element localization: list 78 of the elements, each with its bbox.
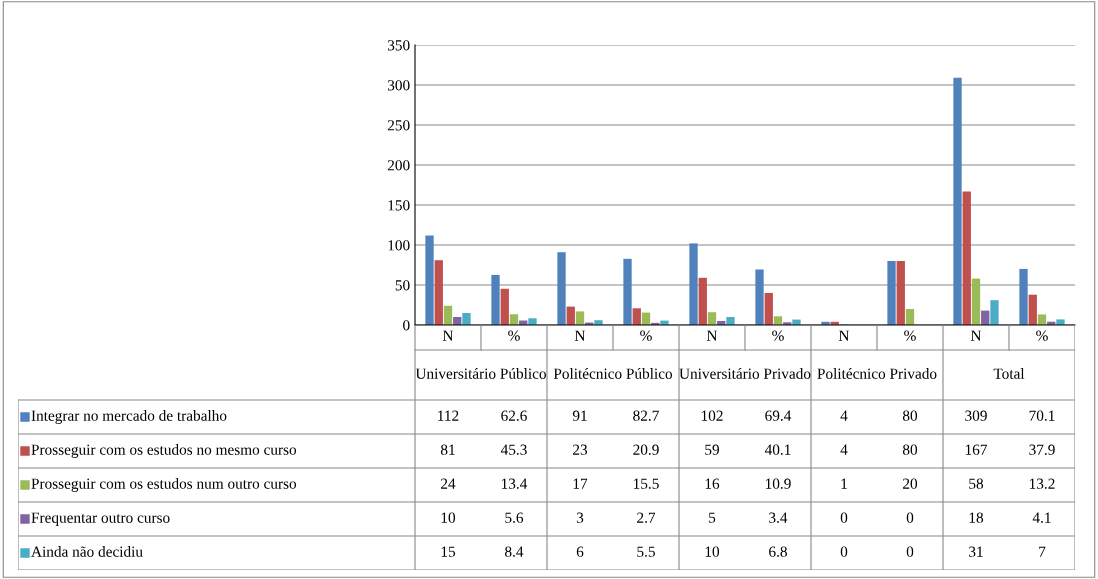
data-label: 15	[441, 546, 456, 557]
x-tick-label: %	[1036, 330, 1048, 341]
text: Universitário Público	[415, 368, 546, 379]
y-tick-label: 250	[387, 120, 410, 131]
data-label: 13.4	[501, 478, 528, 489]
data-label: 18	[969, 512, 984, 523]
x-tick-label: N	[706, 330, 718, 341]
data-label: 62.6	[501, 410, 527, 421]
y-tick-label: 0	[403, 320, 410, 331]
data-label: 10.9	[765, 478, 791, 489]
x-tick-label: N	[838, 330, 850, 341]
data-label: 2.7	[637, 512, 656, 523]
data-label: 82.7	[633, 410, 659, 421]
x-tick-label: N	[970, 330, 982, 341]
data-label: 6	[576, 546, 584, 557]
data-label: 5.5	[637, 546, 655, 557]
data-label: 80	[902, 444, 918, 455]
data-label: 24	[441, 478, 456, 489]
x-tick-label: %	[904, 330, 916, 341]
text: Universitário Privado	[679, 368, 811, 379]
y-tick-label: 100	[388, 240, 410, 251]
data-label: 10	[705, 546, 720, 557]
data-label: 8.4	[505, 546, 524, 557]
x-tick-label: N	[574, 330, 586, 341]
legend-label: Prosseguir com os estudos no mesmo curso	[31, 444, 297, 458]
data-label: 112	[438, 410, 459, 421]
data-label: 102	[701, 410, 723, 421]
data-label: 6.8	[769, 546, 787, 557]
data-label: 45.3	[500, 444, 527, 455]
data-label: 20.9	[633, 444, 659, 455]
x-tick-label: N	[442, 330, 454, 341]
data-label: 40.1	[764, 444, 791, 455]
legend-label: Frequentar outro curso	[31, 512, 170, 526]
data-label: 4.1	[1032, 512, 1051, 523]
data-label: 309	[965, 410, 987, 421]
text: Total	[993, 368, 1025, 379]
data-label: 69.4	[765, 410, 792, 421]
data-label: 58	[969, 478, 984, 489]
data-label: 91	[572, 410, 587, 421]
data-label: 10	[441, 512, 456, 523]
data-label: 0	[906, 546, 914, 557]
legend-label: Ainda não decidiu	[31, 546, 143, 557]
data-label: 23	[573, 444, 588, 455]
y-tick-label: 150	[388, 200, 410, 211]
data-label: 81	[440, 444, 455, 455]
data-label: 16	[705, 478, 720, 489]
data-label: 4	[840, 444, 848, 455]
data-label: 70.1	[1029, 410, 1055, 421]
legend-label: Prosseguir com os estudos num outro curso	[31, 478, 297, 492]
data-label: 15.5	[633, 478, 659, 489]
data-label: 7	[1039, 546, 1046, 557]
text: Politécnico Público	[553, 368, 673, 379]
data-label: 3	[576, 512, 584, 523]
y-tick-label: 50	[395, 280, 410, 291]
data-label: 1	[841, 478, 847, 489]
data-label: 4	[840, 410, 848, 421]
data-label: 37.9	[1029, 444, 1055, 455]
y-tick-label: 200	[387, 160, 410, 171]
data-label: 59	[705, 444, 720, 455]
data-label: 13.2	[1029, 478, 1055, 489]
data-label: 31	[969, 546, 983, 557]
data-label: 0	[840, 512, 848, 523]
data-label: 3.4	[769, 512, 788, 523]
data-label: 0	[840, 546, 848, 557]
text: Politécnico Privado	[817, 368, 937, 379]
x-tick-label: %	[508, 330, 520, 341]
data-label: 0	[906, 512, 914, 523]
x-tick-label: %	[772, 330, 784, 341]
legend-label: Integrar no mercado de trabalho	[31, 410, 227, 424]
data-label: 20	[903, 478, 918, 489]
data-label: 167	[965, 444, 988, 455]
data-label: 80	[902, 410, 918, 421]
y-tick-label: 350	[387, 40, 410, 51]
data-label: 5.6	[505, 512, 524, 523]
data-label: 5	[709, 512, 716, 523]
x-tick-label: %	[640, 330, 652, 341]
data-label: 17	[573, 478, 588, 489]
y-tick-label: 300	[387, 80, 410, 91]
